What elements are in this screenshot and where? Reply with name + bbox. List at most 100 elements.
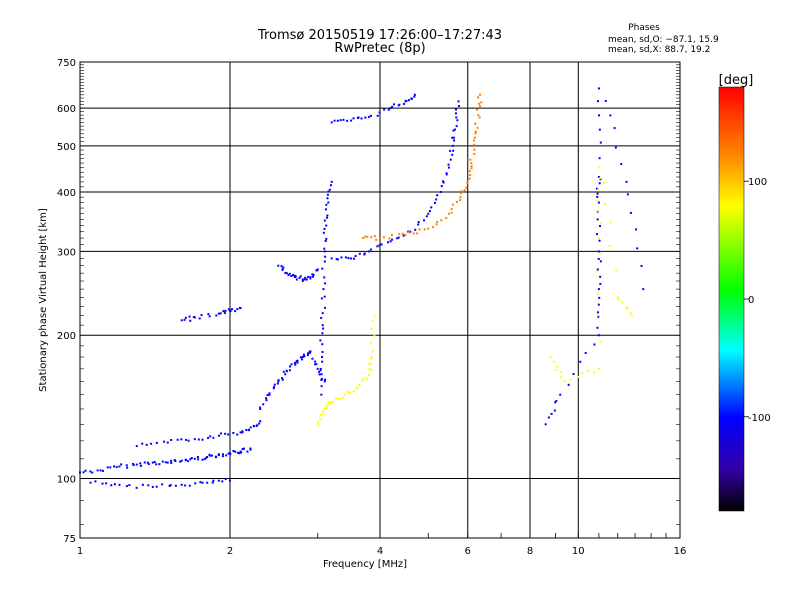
data-point [423, 228, 426, 231]
data-point [343, 393, 346, 396]
data-point [596, 268, 599, 271]
data-point [188, 484, 191, 487]
data-point [84, 469, 87, 472]
data-point [320, 373, 323, 376]
data-point [470, 165, 473, 168]
data-point [596, 326, 599, 329]
data-point [473, 152, 476, 155]
data-point [595, 233, 598, 236]
data-point [215, 456, 218, 459]
data-point [350, 257, 353, 260]
data-point [282, 266, 285, 269]
data-point [161, 460, 164, 463]
data-point [586, 369, 589, 372]
data-point [388, 237, 391, 240]
data-point [609, 114, 612, 117]
data-point [141, 483, 144, 486]
data-point [321, 360, 324, 363]
data-point [470, 162, 473, 165]
data-point [227, 452, 230, 455]
data-point [333, 119, 336, 122]
data-point [323, 407, 326, 410]
data-point [324, 255, 327, 258]
data-point [217, 479, 220, 482]
data-point [155, 485, 158, 488]
colorbar-ticks: 100 0 -100 [744, 177, 771, 424]
data-point [367, 250, 370, 253]
data-point [318, 373, 321, 376]
data-point [363, 253, 366, 256]
data-point [330, 121, 333, 124]
data-point [102, 469, 105, 472]
data-point [410, 97, 413, 100]
data-point [404, 100, 407, 103]
data-point [294, 363, 297, 366]
data-point [440, 185, 443, 188]
colorbar-label: [deg] [719, 73, 754, 88]
data-point [367, 115, 370, 118]
data-point [132, 464, 135, 467]
data-point [205, 456, 208, 459]
data-point [288, 272, 291, 275]
data-point [259, 420, 262, 423]
data-point [155, 441, 158, 444]
data-point [238, 452, 241, 455]
data-point [430, 206, 433, 209]
data-point [405, 99, 408, 102]
data-point [391, 238, 394, 241]
data-point [433, 201, 436, 204]
data-point [236, 308, 239, 311]
data-point [476, 108, 479, 111]
data-point [398, 103, 401, 106]
data-point [450, 211, 453, 214]
data-point [599, 178, 602, 181]
data-point [354, 255, 357, 258]
data-point [265, 397, 268, 400]
data-point [593, 343, 596, 346]
data-point [153, 461, 156, 464]
data-point [330, 180, 333, 183]
data-point [404, 233, 407, 236]
data-point [180, 319, 183, 322]
data-point [303, 355, 306, 358]
y-tick-label: 750 [57, 58, 76, 69]
data-point [189, 458, 192, 461]
data-point [597, 166, 600, 169]
data-point [239, 450, 242, 453]
data-point [584, 351, 587, 354]
data-point [479, 93, 482, 96]
data-point [328, 188, 331, 191]
data-point [321, 267, 324, 270]
data-point [369, 362, 372, 365]
data-point [597, 303, 600, 306]
data-point [630, 314, 633, 317]
data-point [281, 377, 284, 380]
data-point [252, 425, 255, 428]
data-point [284, 373, 287, 376]
data-point [184, 316, 187, 319]
data-point [287, 273, 290, 276]
data-point [596, 311, 599, 314]
data-point [441, 180, 444, 183]
data-point [642, 288, 645, 291]
data-point [453, 128, 456, 131]
data-point [367, 374, 370, 377]
data-point [236, 451, 239, 454]
data-point [473, 136, 476, 139]
data-point [222, 453, 225, 456]
data-point [599, 282, 602, 285]
data-point [309, 350, 312, 353]
data-point [368, 368, 371, 371]
data-point [370, 357, 373, 360]
data-point [466, 181, 469, 184]
data-point [316, 268, 319, 271]
data-point [324, 208, 327, 211]
data-point [459, 192, 462, 195]
data-point [299, 356, 302, 359]
data-point [268, 392, 271, 395]
data-point [629, 312, 632, 315]
data-point [285, 369, 288, 372]
data-point [597, 188, 600, 191]
data-point [599, 222, 602, 225]
data-point [599, 340, 602, 343]
